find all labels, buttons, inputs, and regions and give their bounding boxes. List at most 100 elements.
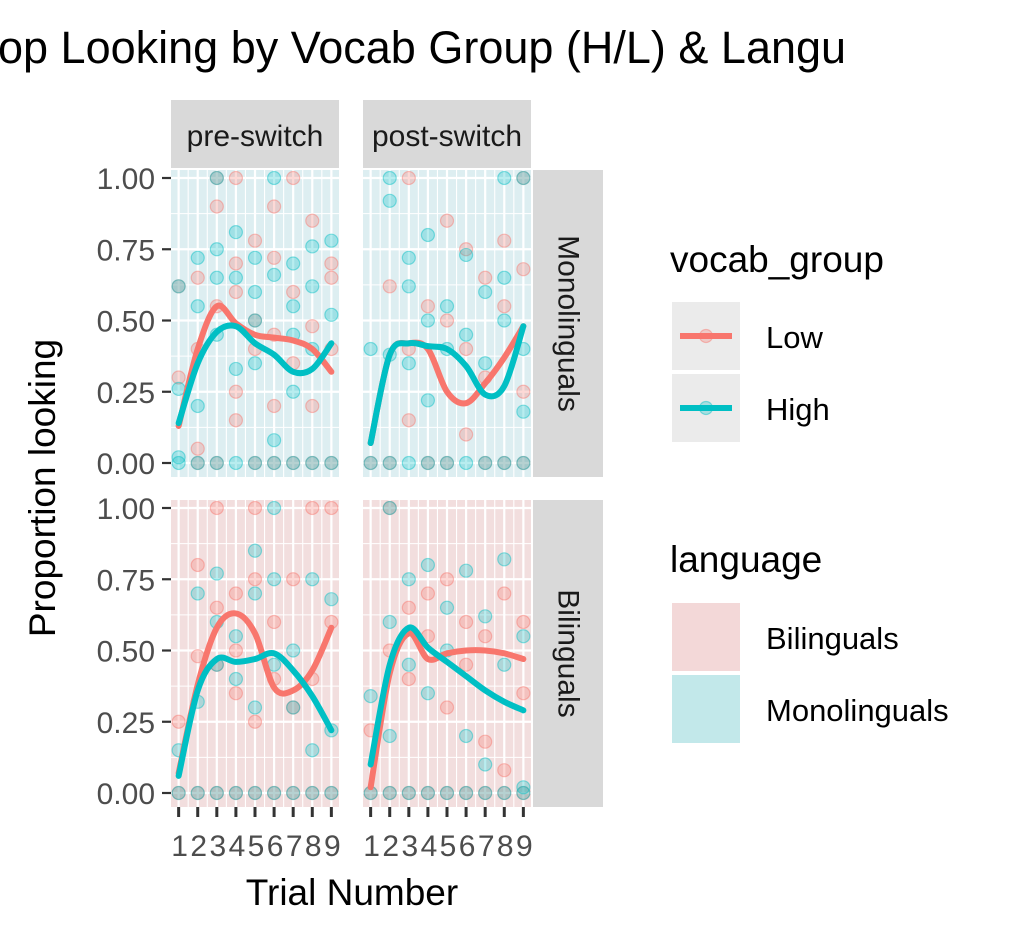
data-point-high (439, 299, 455, 314)
data-point-low (266, 250, 282, 265)
data-point-high (439, 600, 455, 615)
data-point-high (209, 566, 224, 581)
data-point-high (458, 728, 474, 744)
data-point-low (439, 213, 455, 228)
data-point-low (516, 614, 531, 630)
data-point-low (247, 455, 263, 471)
data-point-high (266, 170, 282, 186)
data-point-low (171, 714, 186, 729)
smooth-line-high (175, 322, 335, 427)
data-point-high (516, 170, 531, 186)
data-point-high (247, 313, 263, 328)
data-point-high (305, 743, 320, 758)
data-point-high (228, 629, 244, 644)
y-tick-label: 0.50 (97, 306, 155, 339)
data-point-high (190, 586, 205, 601)
data-point-high (382, 193, 397, 208)
data-point-high (228, 785, 244, 801)
panels (171, 170, 531, 807)
data-point-low (305, 398, 320, 414)
data-point-low (266, 398, 282, 414)
data-point-high (286, 785, 301, 801)
data-point-high (497, 657, 512, 672)
data-point-low (286, 455, 301, 471)
panel-r1-c1 (363, 500, 531, 807)
data-point-high (401, 455, 416, 471)
data-point-high (516, 785, 531, 801)
data-point-low (458, 785, 474, 801)
data-point-high (190, 785, 205, 801)
data-point-low (286, 785, 301, 801)
data-point-low (324, 270, 339, 285)
y-axis-label: Proportion looking (22, 339, 63, 637)
data-point-low (209, 600, 224, 615)
data-point-high (247, 455, 263, 471)
data-point-low (228, 256, 244, 271)
x-tick-label: 4 (229, 830, 245, 863)
data-point-low (228, 643, 244, 658)
data-point-low (286, 572, 301, 587)
data-point-high (420, 313, 436, 328)
data-point-low (401, 413, 416, 428)
legend-entry-low: Low (672, 302, 823, 370)
data-point-low (516, 384, 531, 399)
data-point-low (266, 614, 282, 630)
y-tick-label: 0.50 (97, 636, 155, 669)
data-point-low (420, 455, 436, 471)
smooth-line-high (367, 624, 527, 768)
data-point-high (209, 170, 224, 186)
x-tick-label: 5 (440, 830, 456, 863)
data-point-low (266, 785, 282, 801)
data-point-high (420, 557, 436, 573)
y-tick-label: 0.75 (97, 234, 155, 267)
data-point-low (478, 270, 493, 285)
data-point-high (247, 284, 263, 300)
column-strip-label: pre-switch (187, 120, 324, 153)
data-point-high (439, 455, 455, 471)
data-point-low (190, 270, 205, 285)
y-tick-label: 0.00 (97, 448, 155, 481)
panel-r0-c1 (363, 170, 531, 477)
data-point-low (439, 785, 455, 801)
data-point-low (439, 313, 455, 328)
data-point-high (228, 671, 244, 687)
data-point-high (382, 500, 397, 516)
data-point-high (478, 609, 493, 624)
legend-entry-high: High (672, 374, 830, 442)
data-point-low (516, 785, 531, 801)
axes: 0.00 0.25 0.50 0.75 1.00 0.00 0.25 0.50 0.75 1.00… (97, 163, 534, 863)
legend-key-fill (672, 675, 740, 743)
data-point-high (286, 700, 301, 715)
data-point-high (382, 170, 397, 186)
x-tick-label: 9 (324, 830, 340, 863)
data-point-low (209, 500, 224, 516)
data-point-low (382, 279, 397, 294)
legend-label: Monolinguals (766, 693, 949, 728)
data-point-low (286, 170, 301, 186)
data-point-high (363, 341, 378, 357)
data-point-low (266, 455, 282, 471)
data-point-high (401, 785, 416, 801)
data-point-high (190, 455, 205, 471)
data-point-high (171, 450, 186, 465)
data-point-high (420, 455, 436, 471)
data-point-low (266, 199, 282, 214)
data-point-high (209, 455, 224, 471)
data-point-high (286, 384, 301, 399)
panel-r1-c0 (171, 500, 339, 807)
data-point-low (286, 284, 301, 300)
x-tick-label: 8 (305, 830, 321, 863)
data-point-high (401, 279, 416, 294)
data-point-low (209, 170, 224, 186)
data-point-high (382, 728, 397, 744)
data-point-low (401, 170, 416, 186)
data-point-high (458, 563, 474, 578)
data-point-high (266, 572, 282, 587)
data-point-high (401, 356, 416, 371)
data-point-high (324, 455, 339, 471)
data-point-high (478, 284, 493, 300)
data-point-high (516, 629, 531, 644)
data-point-low (171, 785, 186, 801)
data-point-high (516, 455, 531, 471)
data-point-low (478, 455, 493, 471)
